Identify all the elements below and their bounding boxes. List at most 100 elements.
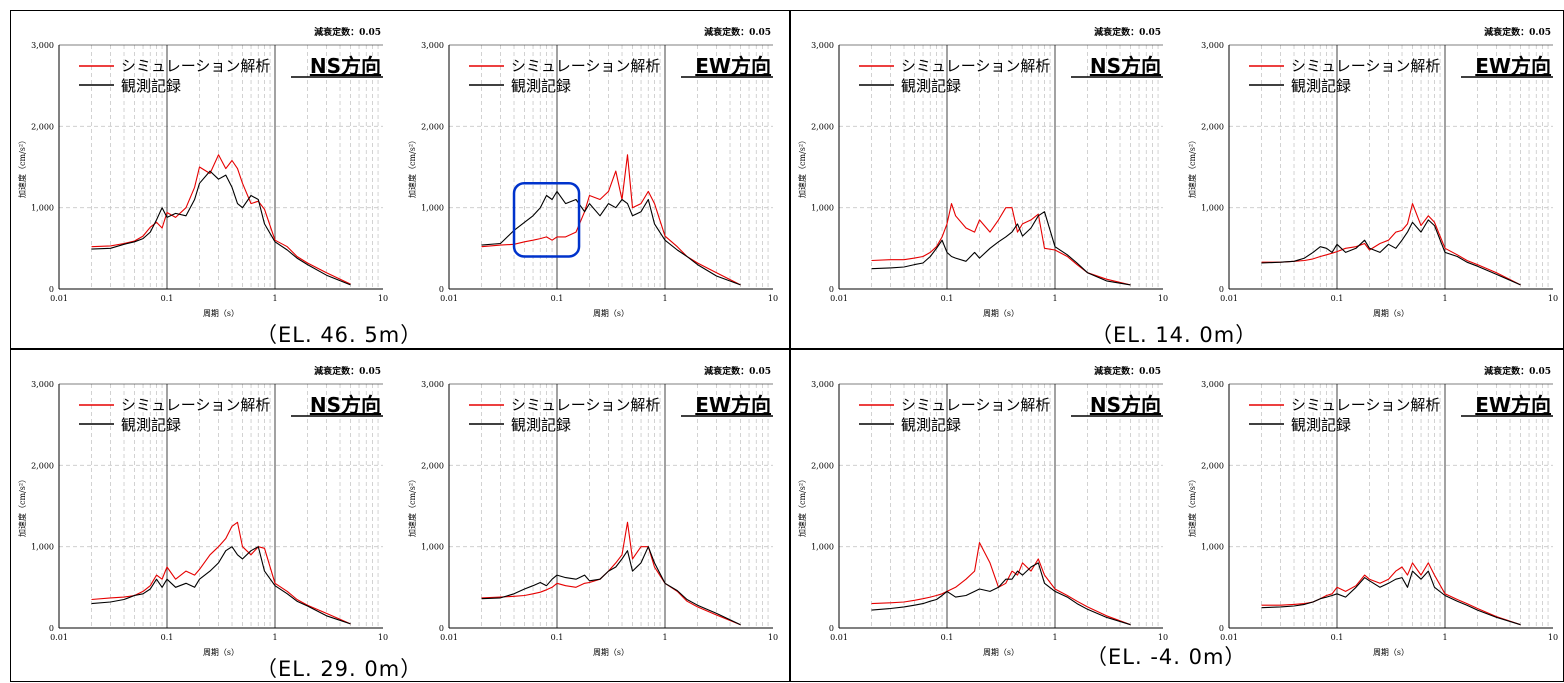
- y-axis-label: 加速度（cm/s²）: [407, 475, 417, 537]
- legend-label-simulation: シミュレーション解析: [901, 396, 1050, 414]
- x-tick-label: 0.01: [1220, 633, 1238, 642]
- y-tick-label: 1,000: [1201, 204, 1224, 213]
- y-axis-label: 加速度（cm/s²）: [407, 136, 417, 198]
- series-line-simulation: [91, 521, 351, 625]
- y-tick-label: 2,000: [31, 122, 54, 131]
- panel-1: （EL. 46. 5m） 減衰定数：0.05 0 1,000 2,000 3,000 0.0…: [10, 10, 790, 349]
- x-tick-label: 10: [768, 294, 778, 303]
- damping-label: 減衰定数：0.05: [314, 365, 381, 377]
- x-tick-label: 0.1: [1331, 294, 1344, 303]
- legend-label-observed: 観測記録: [901, 77, 961, 95]
- x-axis-label: 周期（s）: [1373, 648, 1409, 657]
- x-tick-label: 1: [662, 294, 667, 303]
- grid: [1229, 384, 1553, 628]
- y-tick-label: 3,000: [1201, 41, 1224, 50]
- series-line-simulation: [871, 203, 1131, 286]
- x-tick-label: 0.01: [1220, 294, 1238, 303]
- y-tick-label: 1,000: [31, 543, 54, 552]
- x-tick-label: 1: [1052, 294, 1057, 303]
- x-tick-label: 1: [272, 633, 277, 642]
- x-tick-label: 10: [1158, 294, 1168, 303]
- y-axis-label: 加速度（cm/s²）: [797, 475, 807, 537]
- y-tick-label: 1,000: [811, 543, 834, 552]
- grid: [1229, 45, 1553, 289]
- series-line-simulation: [481, 521, 741, 626]
- legend-label-observed: 観測記録: [121, 77, 181, 95]
- y-tick-label: 2,000: [811, 122, 834, 131]
- x-axis-label: 周期（s）: [1373, 309, 1409, 318]
- direction-label: EW方向: [1475, 393, 1551, 417]
- damping-label: 減衰定数：0.05: [1094, 365, 1161, 377]
- grid: [59, 45, 383, 289]
- panel-caption: （EL. 14. 0m）: [1091, 323, 1258, 347]
- legend-label-observed: 観測記録: [511, 416, 571, 434]
- response-spectrum-chart: 減衰定数：0.05 0 1,000 2,000 3,000 0.01 0.1 1 10 加速度（c…: [797, 365, 1168, 657]
- series-line-observed: [91, 170, 351, 286]
- y-axis-label: 加速度（cm/s²）: [17, 475, 27, 537]
- legend-label-simulation: シミュレーション解析: [511, 396, 660, 414]
- x-tick-label: 0.1: [551, 294, 564, 303]
- grid: [449, 45, 773, 289]
- x-tick-label: 1: [1052, 633, 1057, 642]
- panel-2: （EL. 14. 0m） 減衰定数：0.05 0 1,000 2,000 3,000 0.0…: [790, 10, 1564, 349]
- y-tick-label: 1,000: [421, 204, 444, 213]
- grid: [59, 384, 383, 628]
- series-line-observed: [871, 562, 1131, 626]
- panel-3: （EL. 29. 0m） 減衰定数：0.05 0 1,000 2,000 3,000 0.0…: [10, 349, 790, 682]
- y-tick-label: 3,000: [421, 380, 444, 389]
- x-axis-label: 周期（s）: [203, 648, 239, 657]
- damping-label: 減衰定数：0.05: [704, 365, 771, 377]
- y-tick-label: 3,000: [421, 41, 444, 50]
- direction-label: NS方向: [1090, 393, 1161, 417]
- series-line-simulation: [481, 154, 741, 286]
- y-axis-label: 加速度（cm/s²）: [17, 136, 27, 198]
- x-tick-label: 10: [1158, 633, 1168, 642]
- series-line-simulation: [1261, 562, 1521, 626]
- x-tick-label: 10: [378, 633, 388, 642]
- series-line-observed: [1261, 570, 1521, 626]
- panel-caption: （EL. -4. 0m）: [1086, 645, 1247, 669]
- x-tick-label: 0.1: [161, 633, 174, 642]
- y-tick-label: 0: [439, 285, 444, 294]
- y-tick-label: 1,000: [31, 204, 54, 213]
- damping-label: 減衰定数：0.05: [704, 26, 771, 38]
- x-tick-label: 0.1: [941, 633, 954, 642]
- series-line-observed: [1261, 219, 1521, 286]
- direction-label: EW方向: [1475, 54, 1551, 78]
- y-tick-label: 2,000: [1201, 122, 1224, 131]
- highlight-box: [512, 182, 581, 258]
- legend-label-simulation: シミュレーション解析: [1291, 396, 1440, 414]
- x-tick-label: 1: [662, 633, 667, 642]
- y-tick-label: 2,000: [421, 461, 444, 470]
- direction-label: NS方向: [1090, 54, 1161, 78]
- panel-caption: （EL. 46. 5m）: [256, 323, 423, 347]
- series-line-simulation: [1261, 203, 1521, 286]
- y-tick-label: 2,000: [31, 461, 54, 470]
- y-tick-label: 1,000: [811, 204, 834, 213]
- y-axis-label: 加速度（cm/s²）: [797, 136, 807, 198]
- x-tick-label: 0.1: [551, 633, 564, 642]
- series-line-observed: [481, 190, 741, 286]
- direction-label: EW方向: [695, 54, 771, 78]
- grid: [839, 384, 1163, 628]
- series-line-simulation: [91, 154, 351, 285]
- legend-label-observed: 観測記録: [1291, 416, 1351, 434]
- series-line-observed: [481, 546, 741, 626]
- legend-label-simulation: シミュレーション解析: [1291, 57, 1440, 75]
- damping-label: 減衰定数：0.05: [1094, 26, 1161, 38]
- y-tick-label: 3,000: [1201, 380, 1224, 389]
- direction-label: EW方向: [695, 393, 771, 417]
- y-axis-label: 加速度（cm/s²）: [1187, 136, 1197, 198]
- y-tick-label: 1,000: [1201, 543, 1224, 552]
- y-tick-label: 2,000: [811, 461, 834, 470]
- legend-label-observed: 観測記録: [1291, 77, 1351, 95]
- legend-label-observed: 観測記録: [121, 416, 181, 434]
- legend-label-observed: 観測記録: [511, 77, 571, 95]
- damping-label: 減衰定数：0.05: [1484, 365, 1551, 377]
- panel-caption: （EL. 29. 0m）: [256, 657, 423, 681]
- direction-label: NS方向: [310, 54, 381, 78]
- y-tick-label: 0: [439, 624, 444, 633]
